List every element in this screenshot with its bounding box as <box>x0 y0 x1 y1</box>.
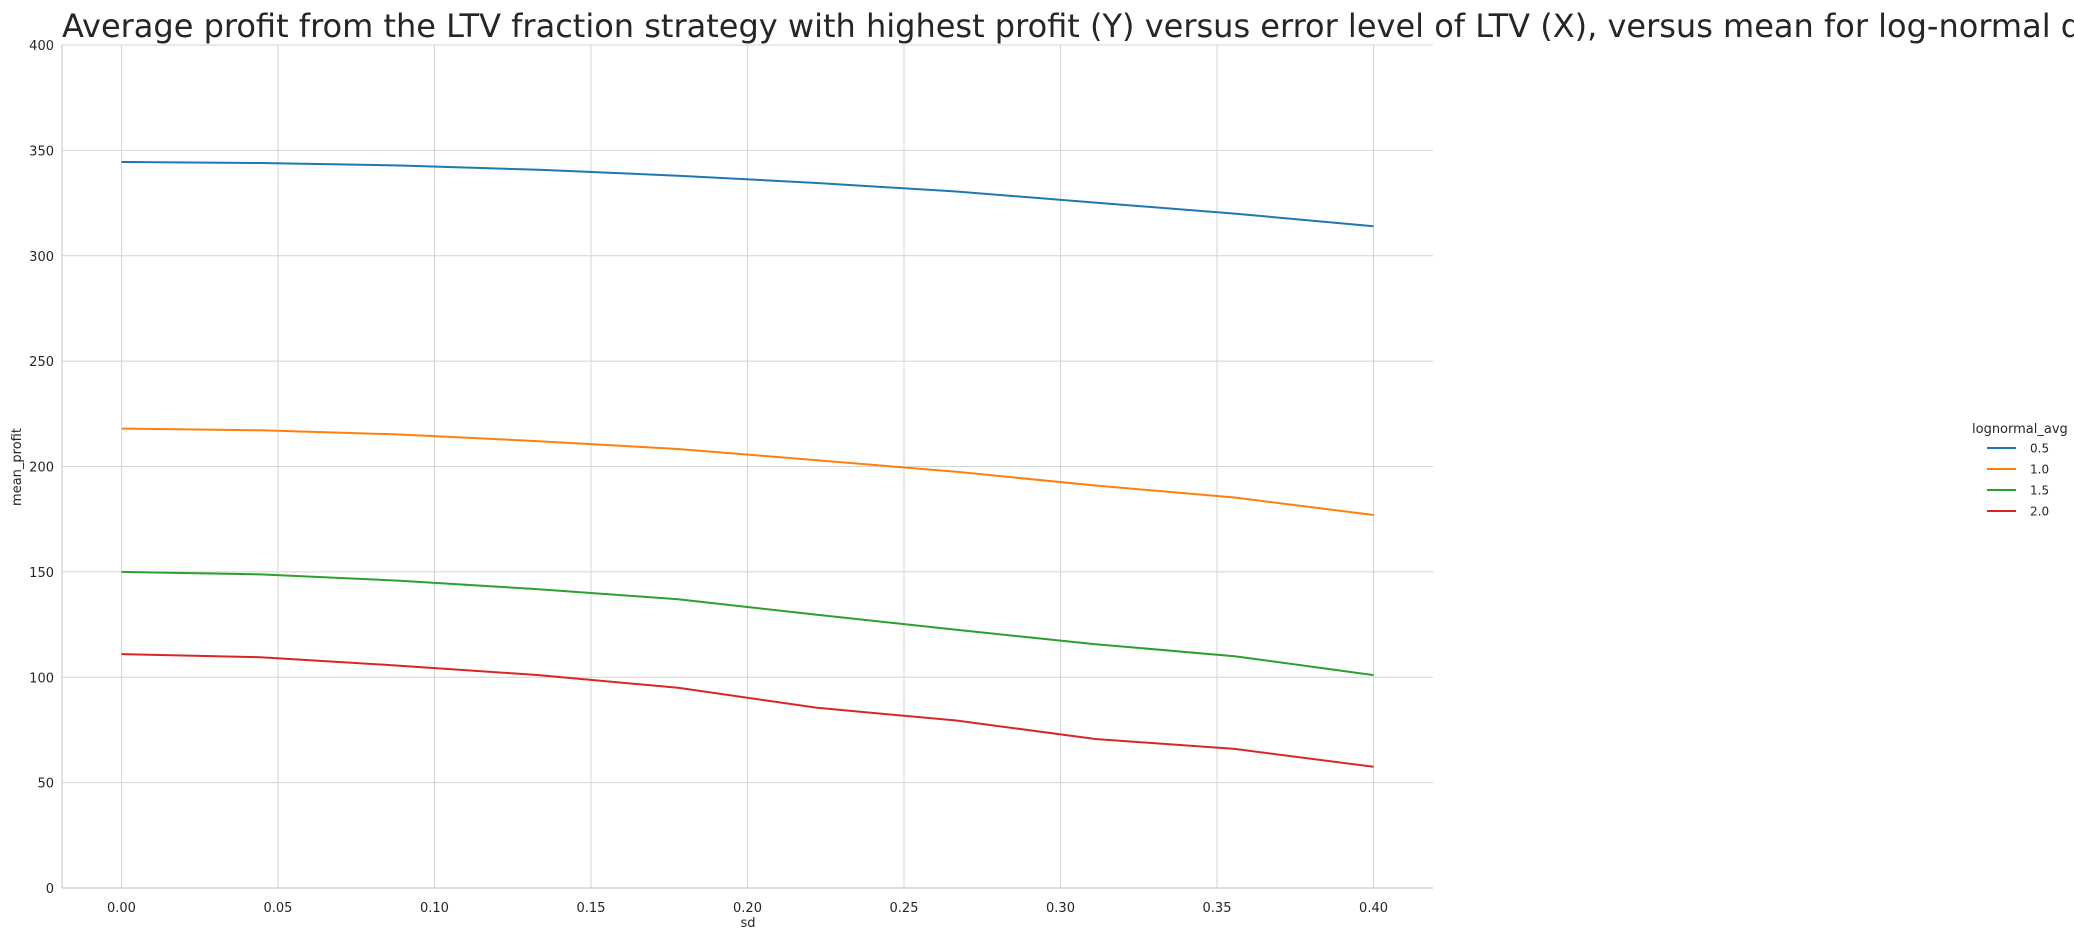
x-axis-label: sd <box>740 916 755 931</box>
x-tick-label: 0.15 <box>577 901 606 916</box>
y-axis-label: mean_profit <box>10 428 25 506</box>
series-line-2-0 <box>121 653 1374 768</box>
series-line-1-0 <box>121 427 1374 516</box>
legend-label: 1.0 <box>2030 463 2049 477</box>
y-tick-label: 200 <box>29 461 54 476</box>
x-tick-label: 0.40 <box>1359 901 1388 916</box>
y-axis-ticks: 0 50 100 150 200 250 300 350 400 <box>29 39 54 897</box>
x-tick-label: 0.30 <box>1046 901 1075 916</box>
grid-lines <box>62 44 1433 889</box>
y-tick-label: 150 <box>29 566 54 581</box>
y-tick-label: 250 <box>29 355 54 370</box>
series-line-0-5 <box>121 161 1374 228</box>
legend: lognormal_avg 0.5 1.0 1.5 2.0 <box>1972 422 2068 519</box>
y-tick-label: 0 <box>46 882 54 897</box>
axes-spines <box>61 45 1433 889</box>
x-tick-label: 0.20 <box>733 901 762 916</box>
x-tick-label: 0.25 <box>890 901 919 916</box>
legend-title: lognormal_avg <box>1972 422 2068 437</box>
y-tick-label: 300 <box>29 250 54 265</box>
legend-label: 2.0 <box>2030 505 2049 519</box>
x-tick-label: 0.00 <box>107 901 136 916</box>
y-tick-label: 400 <box>29 39 54 54</box>
y-tick-label: 100 <box>29 671 54 686</box>
y-tick-label: 350 <box>29 144 54 159</box>
legend-label: 1.5 <box>2030 484 2049 498</box>
x-tick-label: 0.10 <box>420 901 449 916</box>
chart-title: Average profit from the LTV fraction str… <box>62 7 2074 45</box>
x-tick-label: 0.35 <box>1203 901 1232 916</box>
legend-label: 0.5 <box>2030 442 2049 456</box>
series-lines <box>121 161 1374 768</box>
y-tick-label: 50 <box>37 777 54 792</box>
legend-items: 0.5 1.0 1.5 2.0 <box>1987 442 2049 519</box>
series-line-1-5 <box>121 570 1374 677</box>
x-axis-ticks: 0.00 0.05 0.10 0.15 0.20 0.25 0.30 0.35 0.40 <box>107 901 1388 916</box>
x-tick-label: 0.05 <box>264 901 293 916</box>
